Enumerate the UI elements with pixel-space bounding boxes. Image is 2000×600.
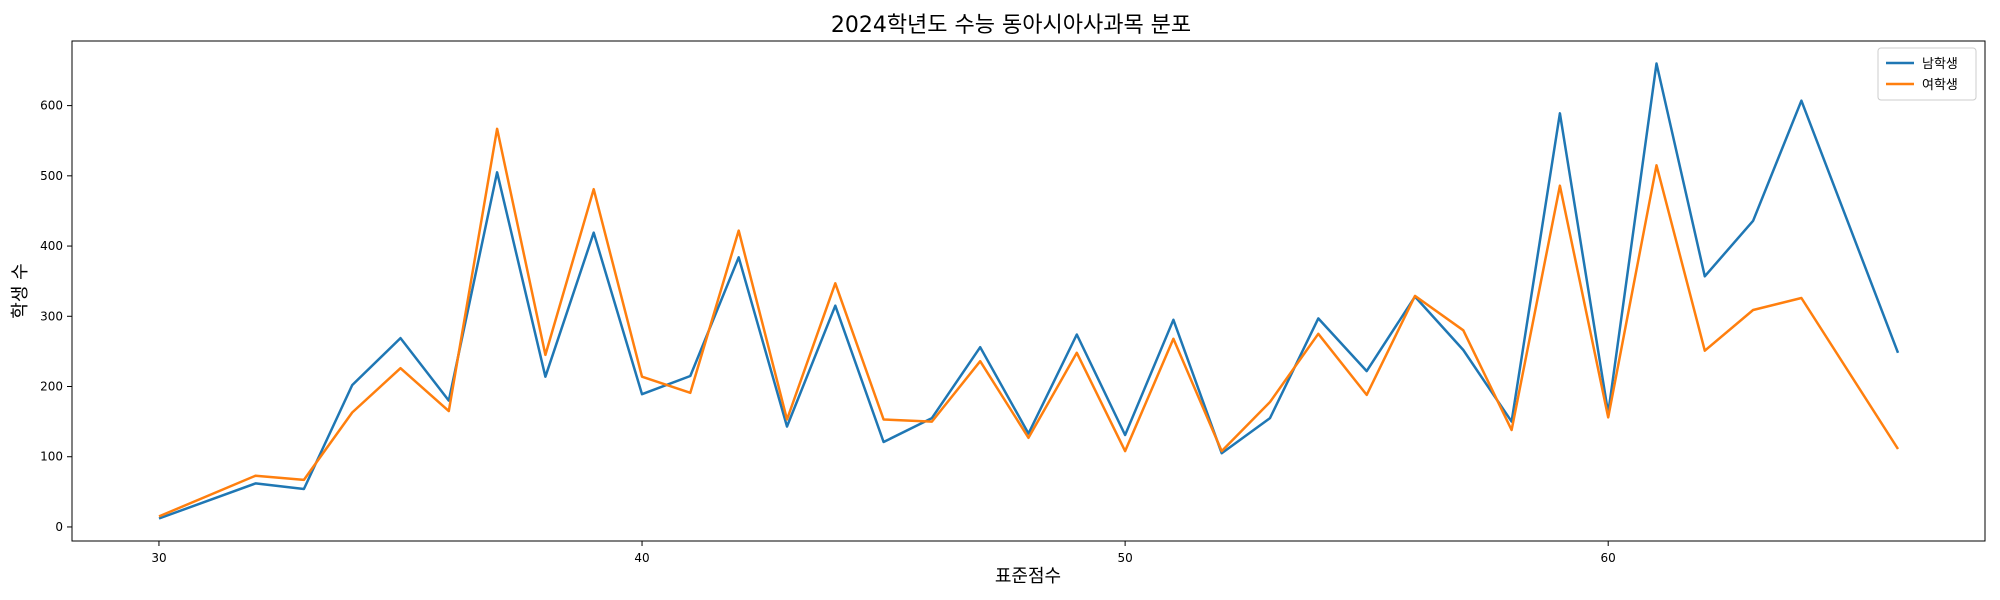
series-line-1: [158, 127, 1900, 518]
y-tick-label: 300: [40, 309, 63, 323]
y-tick-label: 600: [40, 99, 63, 113]
legend-label: 여학생: [1922, 78, 1958, 93]
y-axis: 0 100 200 300 400 500 600: [40, 99, 72, 534]
series-line-0: [158, 62, 1900, 520]
x-tick-label: 30: [151, 551, 166, 565]
y-axis-label: 학생 수: [10, 263, 31, 318]
x-tick-label: 60: [1601, 551, 1616, 565]
y-tick-label: 500: [40, 169, 63, 183]
plot-frame: [71, 40, 1986, 542]
y-tick-label: 200: [40, 380, 63, 394]
y-tick-label: 100: [40, 450, 63, 464]
x-tick-label: 50: [1117, 551, 1132, 565]
x-axis-label: 표준점수: [995, 566, 1061, 587]
x-axis: 30 40 50 60: [151, 541, 1616, 565]
chart-title: 2024학년도 수능 동아시아사과목 분포: [831, 13, 1191, 38]
x-tick-label: 40: [634, 551, 649, 565]
y-tick-label: 400: [40, 239, 63, 253]
legend-box: [1877, 47, 1977, 101]
plot-area: [158, 62, 1900, 520]
legend-label: 남학생: [1922, 57, 1958, 72]
y-tick-label: 0: [55, 520, 63, 534]
